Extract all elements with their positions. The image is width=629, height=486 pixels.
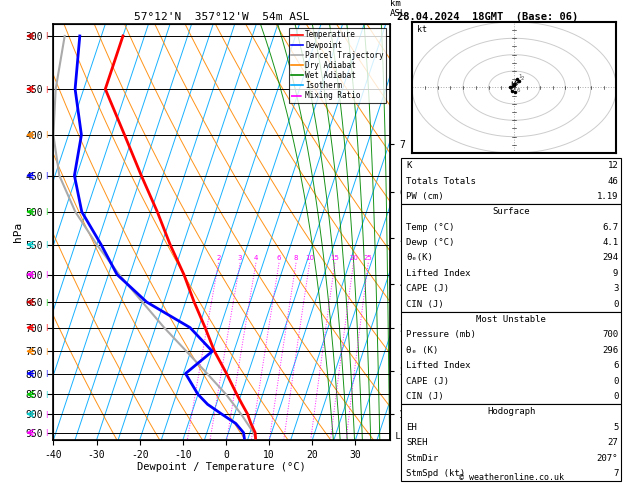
Text: 296: 296	[602, 346, 618, 355]
Text: Most Unstable: Most Unstable	[476, 315, 547, 324]
Text: |: |	[45, 370, 47, 377]
Text: 8: 8	[294, 255, 298, 261]
Text: θₑ (K): θₑ (K)	[406, 346, 438, 355]
Text: Totals Totals: Totals Totals	[406, 176, 476, 186]
Text: 6: 6	[613, 361, 618, 370]
Text: SREH: SREH	[406, 438, 428, 447]
Text: 46: 46	[608, 176, 618, 186]
Text: 1.19: 1.19	[597, 192, 618, 201]
Text: km
ASL: km ASL	[390, 0, 406, 18]
Text: |: |	[45, 391, 47, 398]
Text: 4: 4	[511, 83, 515, 87]
Text: 6.7: 6.7	[602, 223, 618, 232]
Text: |: |	[45, 33, 47, 39]
Text: LCL: LCL	[390, 432, 411, 441]
Text: Temp (°C): Temp (°C)	[406, 223, 455, 232]
Text: CAPE (J): CAPE (J)	[406, 377, 449, 385]
Text: StmDir: StmDir	[406, 453, 438, 463]
Text: Lifted Index: Lifted Index	[406, 269, 471, 278]
Text: θₑ(K): θₑ(K)	[406, 254, 433, 262]
Text: CIN (J): CIN (J)	[406, 392, 444, 401]
Text: PW (cm): PW (cm)	[406, 192, 444, 201]
X-axis label: Dewpoint / Temperature (°C): Dewpoint / Temperature (°C)	[137, 462, 306, 472]
Text: 3: 3	[238, 255, 242, 261]
Text: 4: 4	[253, 255, 258, 261]
Text: 10: 10	[305, 255, 314, 261]
Text: |: |	[45, 86, 47, 92]
Text: StmSpd (kt): StmSpd (kt)	[406, 469, 465, 478]
Text: kt: kt	[417, 25, 427, 34]
Text: 3: 3	[613, 284, 618, 293]
Text: |: |	[45, 348, 47, 355]
Text: 0: 0	[613, 377, 618, 385]
Text: 1: 1	[518, 74, 521, 79]
Text: 7: 7	[613, 469, 618, 478]
Text: 207°: 207°	[597, 453, 618, 463]
Y-axis label: hPa: hPa	[13, 222, 23, 242]
Text: Surface: Surface	[493, 208, 530, 216]
Text: CAPE (J): CAPE (J)	[406, 284, 449, 293]
Text: 12: 12	[608, 161, 618, 170]
Legend: Temperature, Dewpoint, Parcel Trajectory, Dry Adiabat, Wet Adiabat, Isotherm, Mi: Temperature, Dewpoint, Parcel Trajectory…	[289, 28, 386, 103]
Title: 57°12'N  357°12'W  54m ASL: 57°12'N 357°12'W 54m ASL	[134, 12, 309, 22]
Text: 6: 6	[277, 255, 281, 261]
Text: |: |	[45, 298, 47, 306]
Text: |: |	[45, 324, 47, 331]
Text: 3: 3	[516, 80, 519, 85]
Text: 0: 0	[613, 300, 618, 309]
Text: Pressure (mb): Pressure (mb)	[406, 330, 476, 339]
Text: EH: EH	[406, 423, 417, 432]
Text: Dewp (°C): Dewp (°C)	[406, 238, 455, 247]
Text: 15: 15	[330, 255, 340, 261]
Text: |: |	[45, 208, 47, 215]
Text: |: |	[45, 429, 47, 436]
Text: |: |	[45, 271, 47, 278]
Text: 2: 2	[216, 255, 221, 261]
Text: |: |	[45, 411, 47, 417]
Text: 5: 5	[513, 86, 516, 91]
Text: K: K	[406, 161, 412, 170]
Text: © weatheronline.co.uk: © weatheronline.co.uk	[459, 473, 564, 482]
Text: CIN (J): CIN (J)	[406, 300, 444, 309]
Text: |: |	[45, 132, 47, 139]
Text: 700: 700	[602, 330, 618, 339]
Text: 2: 2	[521, 76, 524, 81]
Text: 27: 27	[608, 438, 618, 447]
Text: |: |	[45, 241, 47, 248]
Text: 5: 5	[613, 423, 618, 432]
Text: 9: 9	[613, 269, 618, 278]
Text: Hodograph: Hodograph	[487, 407, 535, 417]
Text: |: |	[45, 172, 47, 179]
Text: Lifted Index: Lifted Index	[406, 361, 471, 370]
Text: 4.1: 4.1	[602, 238, 618, 247]
Text: 6: 6	[517, 87, 520, 92]
Text: 20: 20	[349, 255, 358, 261]
Text: 25: 25	[364, 255, 372, 261]
Text: 28.04.2024  18GMT  (Base: 06): 28.04.2024 18GMT (Base: 06)	[397, 12, 578, 22]
Text: 294: 294	[602, 254, 618, 262]
Text: 0: 0	[613, 392, 618, 401]
